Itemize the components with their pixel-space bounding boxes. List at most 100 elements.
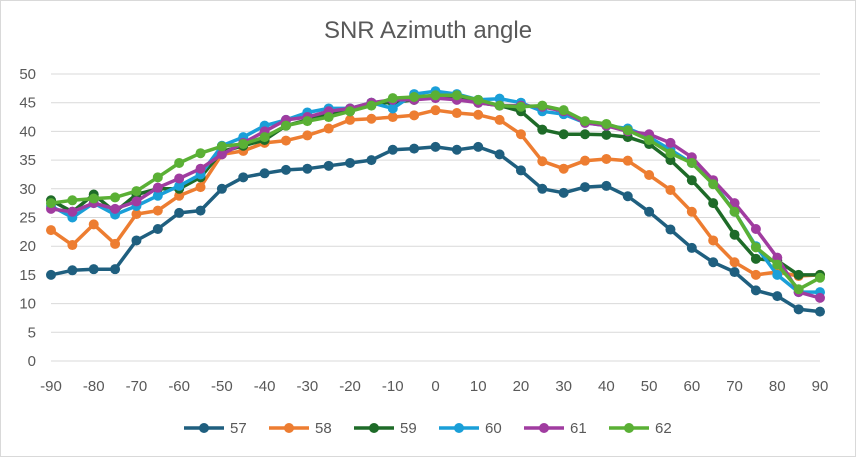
legend-label: 61: [570, 420, 587, 437]
data-point-58: [174, 190, 185, 201]
data-point-58: [195, 182, 206, 193]
data-point-57: [238, 172, 249, 183]
data-point-58: [665, 184, 676, 195]
data-point-57: [259, 168, 270, 179]
data-point-62: [409, 91, 420, 102]
data-point-62: [686, 157, 697, 168]
data-point-58: [451, 108, 462, 119]
data-point-62: [430, 90, 441, 101]
legend-marker: [369, 423, 379, 433]
data-point-57: [494, 149, 505, 160]
data-point-62: [494, 100, 505, 111]
data-point-62: [601, 118, 612, 129]
x-tick-label: 20: [513, 378, 530, 395]
legend: 57 58 59 60 61 62: [184, 420, 672, 437]
data-point-58: [88, 219, 99, 230]
data-point-59: [665, 155, 676, 166]
data-point-60: [494, 93, 505, 104]
data-point-58: [430, 105, 441, 116]
series-60: [46, 86, 825, 298]
data-point-57: [195, 205, 206, 216]
x-tick-label: -30: [296, 378, 318, 395]
data-point-57: [345, 157, 356, 168]
legend-item-59: 59: [354, 420, 417, 437]
data-point-57: [366, 155, 377, 166]
y-tick-label: 50: [19, 66, 36, 83]
legend-label: 62: [655, 420, 672, 437]
data-point-59: [537, 124, 548, 135]
data-point-61: [729, 198, 740, 209]
data-point-61: [131, 196, 142, 207]
data-point-58: [152, 205, 163, 216]
x-tick-label: -60: [168, 378, 190, 395]
data-point-61: [174, 173, 185, 184]
data-point-59: [793, 269, 804, 280]
series-line-59: [50, 95, 820, 277]
data-point-61: [750, 223, 761, 234]
x-tick-label: 30: [555, 378, 572, 395]
data-point-57: [152, 223, 163, 234]
data-point-58: [622, 155, 633, 166]
data-point-62: [345, 106, 356, 117]
data-point-57: [793, 304, 804, 315]
data-point-57: [131, 235, 142, 246]
series-layer: [46, 86, 825, 317]
x-tick-label: -80: [83, 378, 105, 395]
y-tick-label: 35: [19, 152, 36, 169]
x-tick-label: -50: [211, 378, 233, 395]
x-axis-ticks: -90 -80 -70 -60 -50 -40 -30 -20 -10 0 10 20 30 40 50 60…: [40, 378, 828, 395]
data-point-58: [46, 225, 56, 236]
data-point-58: [387, 112, 398, 123]
data-point-58: [729, 257, 740, 268]
y-tick-label: 45: [19, 95, 36, 112]
data-point-62: [622, 125, 633, 136]
data-point-57: [387, 144, 398, 155]
data-point-59: [580, 129, 591, 140]
data-point-62: [644, 135, 655, 146]
data-point-57: [323, 160, 334, 171]
data-point-62: [729, 206, 740, 217]
legend-item-62: 62: [609, 420, 672, 437]
data-point-62: [302, 116, 313, 127]
data-point-58: [750, 269, 761, 280]
data-point-57: [644, 206, 655, 217]
y-tick-label: 5: [28, 324, 36, 341]
data-point-60: [152, 190, 163, 201]
x-tick-label: -10: [382, 378, 404, 395]
data-point-62: [259, 132, 270, 143]
data-point-57: [409, 143, 420, 154]
data-point-57: [216, 183, 227, 194]
legend-marker: [539, 423, 549, 433]
data-point-62: [537, 100, 548, 111]
legend-item-61: 61: [524, 420, 587, 437]
data-point-58: [601, 153, 612, 164]
data-point-61: [67, 206, 78, 217]
data-point-62: [152, 172, 163, 183]
data-point-60: [387, 103, 398, 114]
data-point-62: [708, 179, 719, 190]
data-point-58: [686, 206, 697, 217]
data-point-62: [366, 100, 377, 111]
data-point-62: [451, 90, 462, 101]
data-point-57: [601, 180, 612, 191]
chart-title: SNR Azimuth angle: [324, 17, 532, 44]
data-point-61: [195, 163, 206, 174]
data-point-58: [67, 240, 78, 251]
x-tick-label: 10: [470, 378, 487, 395]
x-tick-label: 80: [769, 378, 786, 395]
data-point-58: [708, 235, 719, 246]
data-point-62: [216, 141, 227, 152]
data-point-58: [280, 135, 291, 146]
data-point-62: [750, 242, 761, 253]
y-tick-label: 25: [19, 210, 36, 227]
x-tick-label: 40: [598, 378, 615, 395]
y-tick-label: 10: [19, 296, 36, 313]
data-point-57: [580, 182, 591, 193]
grid-layer: [51, 73, 820, 362]
data-point-58: [409, 110, 420, 121]
data-point-62: [174, 157, 185, 168]
x-tick-label: 60: [683, 378, 700, 395]
data-point-57: [515, 165, 526, 176]
x-tick-label: -20: [339, 378, 361, 395]
